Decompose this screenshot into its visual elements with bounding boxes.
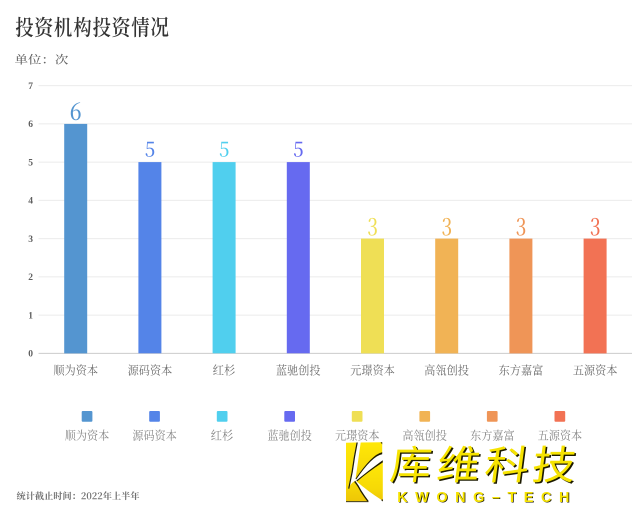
svg-text:2: 2 (28, 273, 33, 283)
svg-text:5: 5 (28, 158, 33, 168)
svg-text:4: 4 (28, 197, 33, 207)
svg-text:6: 6 (28, 120, 33, 130)
svg-text:KWONG–TECH: KWONG–TECH (398, 491, 578, 507)
svg-text:KWONG–TECH: KWONG–TECH (397, 490, 577, 506)
svg-text:7: 7 (28, 82, 33, 92)
svg-text:3: 3 (28, 235, 33, 245)
svg-text:1: 1 (28, 311, 33, 321)
svg-text:0: 0 (28, 350, 33, 360)
